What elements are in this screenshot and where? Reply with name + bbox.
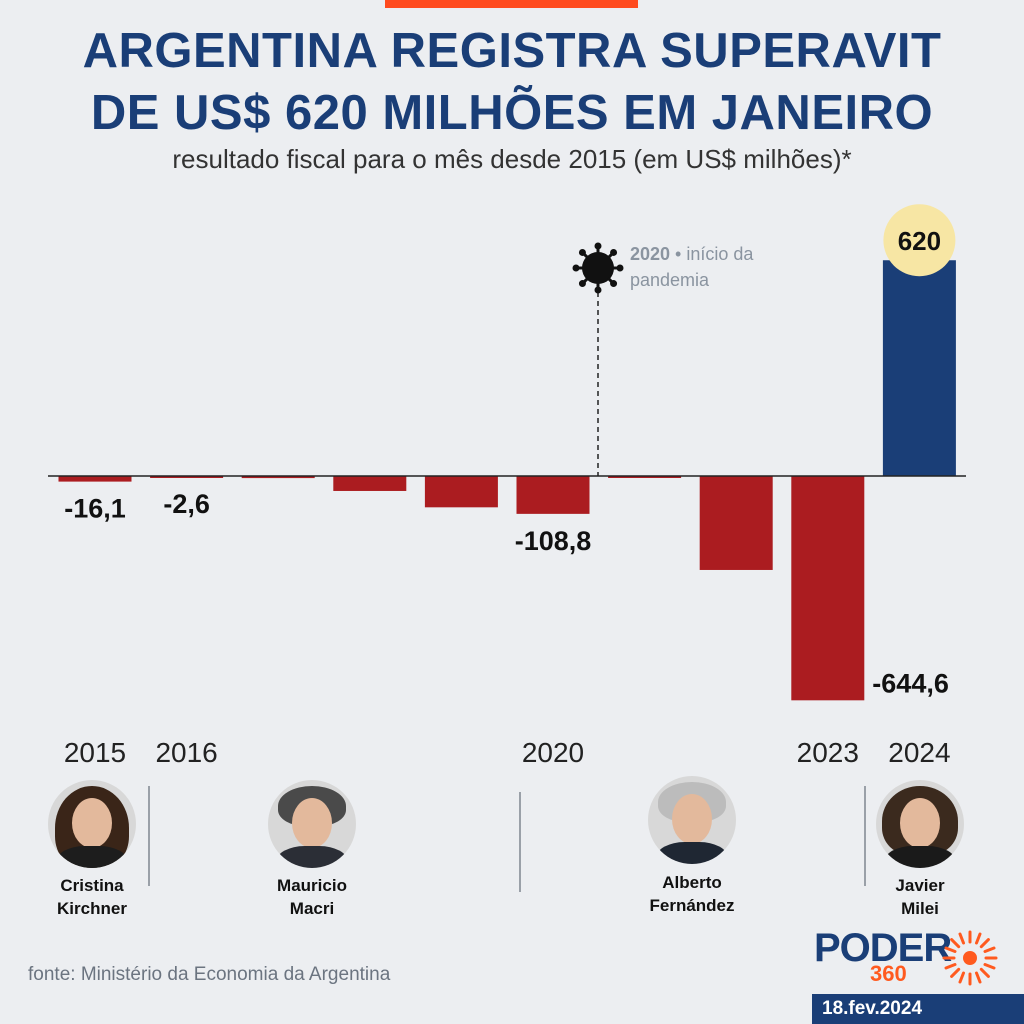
year-label: 2016 [155, 737, 217, 768]
president-first-name: Mauricio [277, 876, 347, 895]
bar-2018 [333, 476, 407, 491]
data-label: -16,1 [64, 494, 126, 524]
term-divider [148, 786, 150, 886]
bar-2020 [516, 476, 590, 514]
avatar-cristina-kirchner [48, 780, 136, 868]
president-name-cristina-kirchner: Cristina Kirchner [32, 874, 152, 920]
top-accent-bar [385, 0, 638, 8]
term-divider [519, 792, 521, 892]
year-label: 2015 [64, 737, 126, 768]
avatar-mauricio-macri [268, 780, 356, 868]
president-last-name: Milei [901, 899, 939, 918]
president-name-alberto-fernandez: Alberto Fernández [632, 871, 752, 917]
year-label: 2020 [522, 737, 584, 768]
bar-2023 [791, 476, 865, 701]
pandemic-annotation-text: • início da [670, 244, 754, 264]
bar-2022 [699, 476, 773, 570]
virus-icon [572, 242, 624, 294]
year-label: 2023 [797, 737, 859, 768]
bar-2016 [150, 476, 224, 478]
president-name-javier-milei: Javier Milei [860, 874, 980, 920]
president-last-name: Fernández [649, 896, 735, 915]
data-label: -108,8 [515, 526, 592, 556]
bar-2019 [424, 476, 498, 508]
pandemic-annotation-year: 2020 [630, 244, 670, 264]
bar-2024 [882, 260, 956, 476]
pandemic-annotation-line-2: pandemia [630, 270, 710, 290]
president-last-name: Kirchner [57, 899, 127, 918]
bar-2015 [58, 476, 132, 482]
president-last-name: Macri [289, 899, 335, 918]
subtitle: resultado fiscal para o mês desde 2015 (… [172, 144, 852, 174]
president-name-mauricio-macri: Mauricio Macri [252, 874, 372, 920]
poder360-logo-number: 360 [870, 961, 907, 986]
value-highlight-circle [883, 204, 956, 277]
title-line-2: DE US$ 620 MILHÕES EM JANEIRO [90, 86, 934, 140]
president-first-name: Alberto [662, 873, 722, 892]
avatar-alberto-fernandez [648, 776, 736, 864]
publication-date: 18.fev.2024 [812, 994, 1024, 1024]
bar-2017 [241, 476, 315, 479]
data-label: -644,6 [872, 668, 949, 698]
president-first-name: Javier [895, 876, 945, 895]
sun-burst-logo-icon [942, 930, 998, 986]
year-label: 2024 [888, 737, 950, 768]
data-label: 620 [898, 226, 941, 256]
term-divider [864, 786, 866, 886]
title-line-1: ARGENTINA REGISTRA SUPERAVIT [82, 24, 942, 78]
data-label: -2,6 [163, 489, 210, 519]
president-first-name: Cristina [60, 876, 124, 895]
pandemic-annotation-line-1: 2020 • início da [630, 244, 754, 264]
poder360-logo-text: PODER [814, 926, 952, 970]
source-note: fonte: Ministério da Economia da Argenti… [28, 964, 391, 985]
bar-2021 [608, 476, 682, 478]
avatar-javier-milei [876, 780, 964, 868]
